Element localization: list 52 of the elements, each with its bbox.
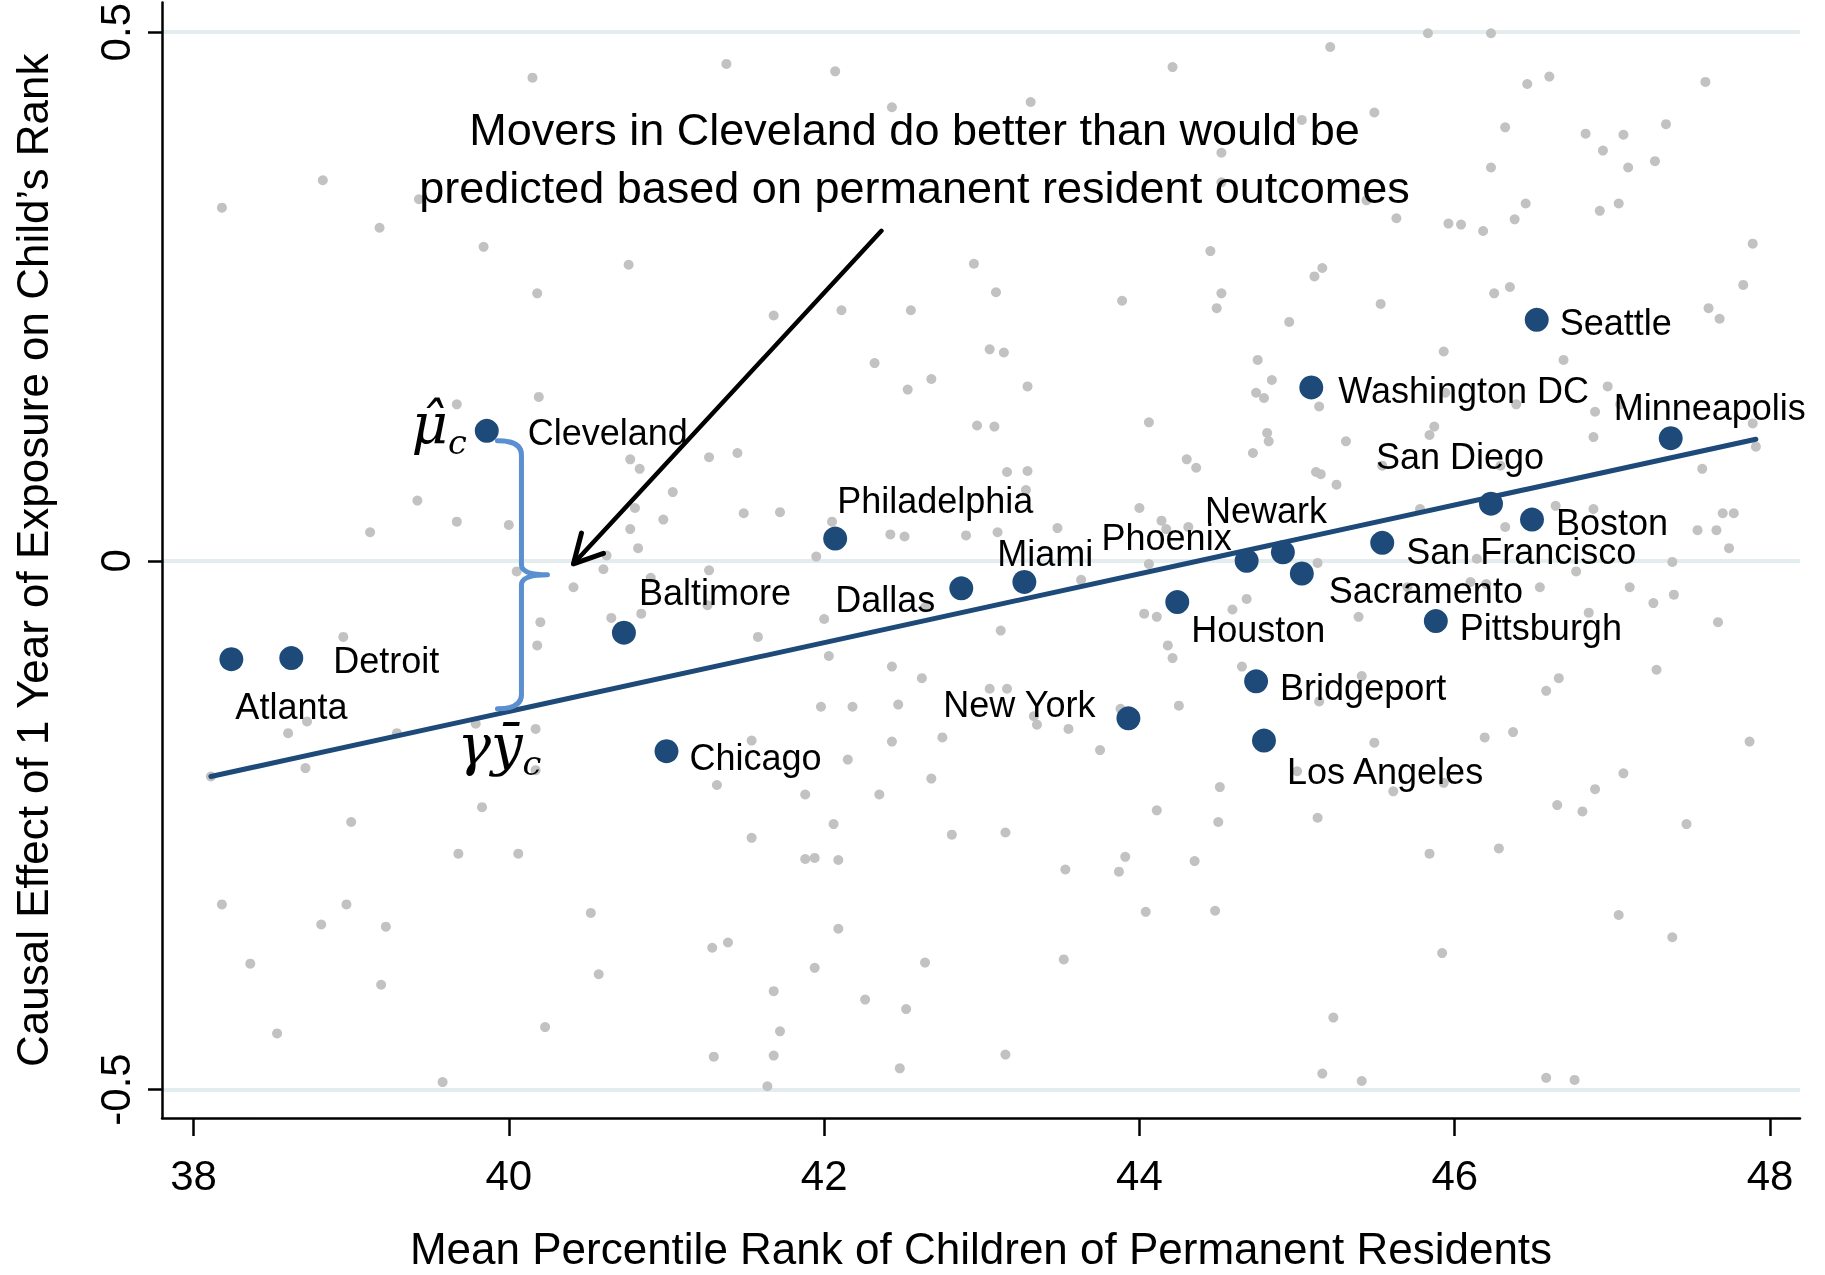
point	[611, 620, 636, 645]
point	[1116, 706, 1141, 731]
data-label: Miami	[997, 533, 1094, 575]
data-label: Seattle	[1559, 302, 1672, 344]
data-label: Dallas	[835, 578, 936, 620]
point	[1423, 609, 1448, 634]
point	[1270, 540, 1295, 565]
data-label: Baltimore	[638, 572, 791, 614]
annotation: γȳ$_{c}$	[457, 711, 542, 783]
annotation: μ̂$_{c}$	[411, 391, 467, 462]
point	[1165, 590, 1190, 615]
x-tick-label: 42	[800, 1151, 848, 1199]
data-label: Bridgeport	[1280, 666, 1447, 708]
y-tick-label: 0.5	[91, 3, 139, 62]
y-tick-label: -0.5	[91, 1053, 139, 1126]
point	[1479, 491, 1503, 516]
data-label: Houston	[1191, 608, 1326, 650]
data-label: Washington DC	[1338, 369, 1590, 411]
point	[1252, 728, 1276, 753]
data-label: Philadelphia	[837, 480, 1035, 522]
x-tick-label: 48	[1746, 1151, 1794, 1199]
point	[1299, 375, 1324, 400]
point	[1234, 548, 1259, 573]
point	[1289, 561, 1314, 586]
point	[949, 576, 974, 601]
data-label: Los Angeles	[1286, 751, 1484, 793]
x-tick-label: 46	[1431, 1151, 1479, 1199]
point	[1244, 669, 1269, 694]
point	[1520, 507, 1544, 532]
point	[279, 646, 304, 671]
x-tick-label: 40	[485, 1151, 533, 1199]
data-label: Chicago	[689, 736, 822, 778]
x-tick-label: 44	[1116, 1151, 1163, 1199]
data-label: Detroit	[333, 639, 440, 681]
data-label: Minneapolis	[1613, 386, 1806, 428]
point	[1658, 426, 1683, 451]
point	[474, 418, 499, 443]
point	[654, 739, 679, 764]
y-tick-label: 0	[91, 549, 139, 573]
y-axis-title: Causal Effect of 1 Year of Exposure on Child’s Rank	[7, 52, 57, 1068]
x-axis-title: Mean Percentile Rank of Children of Permanent Residents	[409, 1223, 1553, 1273]
data-label: Atlanta	[235, 685, 349, 727]
x-tick-label: 38	[170, 1151, 217, 1199]
data-label: San Diego	[1376, 436, 1545, 478]
point	[823, 526, 848, 551]
point	[1524, 307, 1549, 332]
annotation: Movers in Cleveland do better than would be predicted based on permanent resident outcomes	[419, 102, 1410, 215]
point	[1012, 569, 1037, 594]
point	[219, 647, 244, 672]
data-label: New York	[943, 683, 1097, 725]
point	[1370, 530, 1395, 555]
data-label: Cleveland	[527, 412, 688, 454]
